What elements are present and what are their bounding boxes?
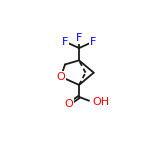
Text: F: F (90, 37, 96, 47)
Text: F: F (62, 37, 68, 47)
Text: O: O (65, 99, 74, 109)
Text: F: F (76, 33, 82, 43)
Text: OH: OH (93, 97, 110, 107)
Text: O: O (57, 72, 65, 82)
